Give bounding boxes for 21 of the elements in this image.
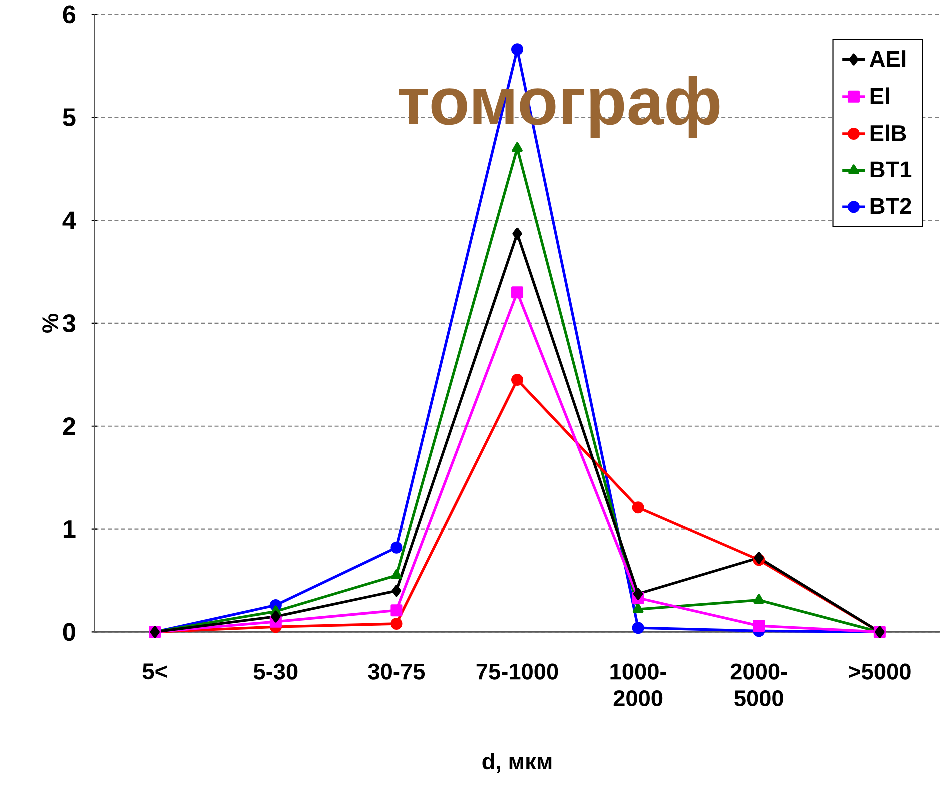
x-tick-label: 1000-2000 [610, 664, 666, 707]
y-tick-label: 2 [63, 418, 76, 436]
y-tick-label: 0 [63, 623, 76, 642]
y-tick-label: 6 [63, 6, 76, 24]
x-tick-label: 2000-5000 [730, 664, 788, 707]
x-tick-label: 30-75 [368, 664, 426, 680]
y-tick-label: 1 [64, 520, 76, 538]
y-tick-label: 4 [62, 212, 76, 230]
y-axis-title: % [42, 314, 59, 334]
x-axis-title: d, мкм [482, 753, 552, 774]
x-tick-label: 75-1000 [476, 664, 558, 680]
legend-label: ElB [870, 124, 906, 142]
legend-label: BT2 [870, 198, 912, 214]
legend-label: El [870, 88, 890, 104]
x-tick-label: >5000 [849, 664, 911, 680]
legend-label: AEl [870, 50, 906, 68]
legend-label: BT1 [870, 162, 912, 178]
y-tick-label: 3 [62, 314, 76, 333]
y-tick-label: 5 [63, 108, 76, 127]
x-tick-label: 5< [142, 664, 168, 680]
x-tick-label: 5-30 [254, 664, 298, 680]
